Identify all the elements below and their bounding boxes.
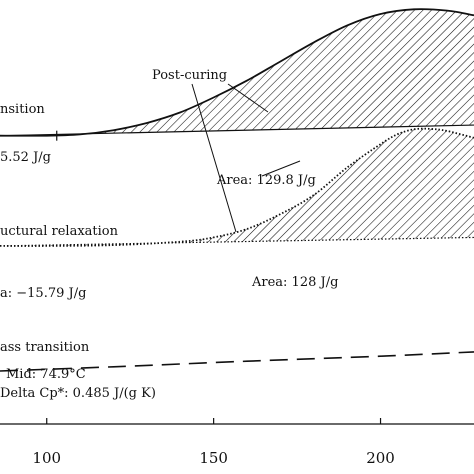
relax-area-label: Area: 128 J/g xyxy=(251,275,338,290)
relax-area-left-label: a: −15.79 J/g xyxy=(0,286,86,301)
relaxation-label: uctural relaxation xyxy=(0,224,119,239)
x-tick-label-200: 200 xyxy=(366,449,395,467)
post-curing-label: Post-curing xyxy=(152,68,227,83)
hatched-area-1 xyxy=(0,9,474,136)
leader-lines xyxy=(191,83,301,233)
series-line-3 xyxy=(0,351,474,372)
leader-post-area xyxy=(261,160,301,177)
series-line-1 xyxy=(0,8,474,137)
transition-area-label: 5.52 J/g xyxy=(0,150,51,165)
mid-label: Mid: 74.9°C xyxy=(6,367,86,382)
transition-label: nsition xyxy=(0,102,45,117)
delta-cp-label: Delta Cp*: 0.485 J/(g K) xyxy=(0,386,156,401)
hatched-area-2 xyxy=(0,128,474,246)
hatched-areas xyxy=(0,9,474,246)
post-area-label: Area: 129.8 J/g xyxy=(216,173,316,188)
series-layer xyxy=(0,8,474,372)
x-axis-ticks: 100 150 200 xyxy=(32,418,395,467)
leader-post-curing xyxy=(227,83,269,113)
leader-post-curing-2 xyxy=(191,83,237,233)
series-line-2 xyxy=(0,127,474,247)
glass-transition-label: ass transition xyxy=(0,340,90,355)
x-tick-label-150: 150 xyxy=(199,449,228,467)
x-tick-label-100: 100 xyxy=(32,449,61,467)
